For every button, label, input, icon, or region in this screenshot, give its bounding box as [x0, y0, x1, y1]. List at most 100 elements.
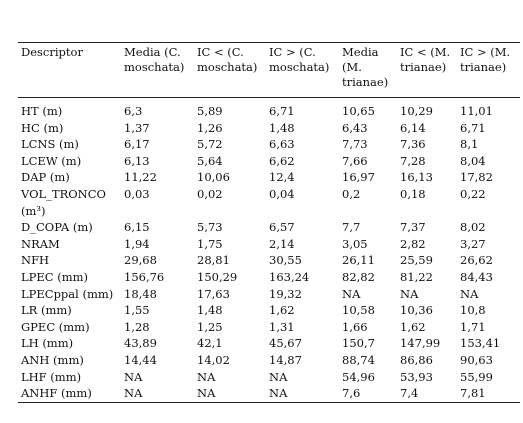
cell: 1,55 — [124, 303, 150, 318]
cell: 10,58 — [342, 303, 375, 318]
cell: NA — [124, 369, 143, 384]
cell: NA — [460, 286, 479, 301]
cell: 19,32 — [269, 286, 302, 301]
cell: 10,65 — [342, 104, 375, 118]
cell: 10,29 — [400, 104, 433, 118]
cell: 8,02 — [460, 220, 486, 235]
cell: 2,14 — [269, 236, 295, 251]
table-header: Descriptor Media (C. moschata) IC < (C. mo… — [18, 42, 520, 98]
row-label: LCNS (m) — [21, 137, 79, 152]
row-label: LCEW (m) — [21, 153, 82, 168]
cell: 1,62 — [269, 303, 295, 318]
cell: 6,15 — [124, 220, 150, 235]
cell: 8,04 — [460, 153, 486, 168]
cell: 45,67 — [269, 336, 302, 351]
cell: 6,62 — [269, 153, 295, 168]
cell: 10,8 — [460, 303, 486, 318]
cell: 1,37 — [124, 120, 150, 135]
cell: 7,7 — [342, 220, 361, 235]
cell: 7,6 — [339, 385, 397, 403]
cell: 90,63 — [460, 352, 493, 367]
cell: 16,97 — [342, 170, 375, 185]
cell: 1,48 — [269, 120, 295, 135]
cell: 7,73 — [342, 137, 368, 152]
row-label: ANHF (mm) — [18, 385, 121, 403]
cell: 8,1 — [460, 137, 479, 152]
cell: 6,71 — [460, 120, 486, 135]
cell: 163,24 — [269, 269, 310, 284]
cell: 7,4 — [397, 385, 457, 403]
cell: 5,64 — [197, 153, 223, 168]
row-label: DAP (m) — [21, 170, 70, 185]
table-row: LR (mm) 1,55 1,48 1,62 10,58 10,36 10,8 — [18, 302, 520, 319]
cell: 17,63 — [197, 286, 230, 301]
row-label: LPEC (mm) — [21, 269, 89, 284]
cell: 147,99 — [400, 336, 441, 351]
cell: 6,13 — [124, 153, 150, 168]
cell: 3,05 — [342, 236, 368, 251]
row-label: ANH (mm) — [21, 352, 84, 367]
cell: 0,2 — [342, 186, 361, 201]
cell: NA — [197, 369, 216, 384]
cell: 7,37 — [400, 220, 426, 235]
table-row: LCNS (m) 6,17 5,72 6,63 7,73 7,36 8,1 — [18, 136, 520, 153]
cell: 1,94 — [124, 236, 150, 251]
cell: 82,82 — [342, 269, 375, 284]
row-label: LPECppal (mm) — [21, 286, 114, 301]
column-header: IC < (M. trianae) — [397, 42, 457, 98]
cell: 7,28 — [400, 153, 426, 168]
cell: 55,99 — [460, 369, 493, 384]
cell: 10,36 — [400, 303, 433, 318]
cell: 1,28 — [124, 319, 150, 334]
cell: NA — [342, 286, 361, 301]
cell: 7,81 — [457, 385, 520, 403]
cell: 5,72 — [197, 137, 223, 152]
cell: 26,11 — [342, 253, 375, 268]
cell: 6,43 — [342, 120, 368, 135]
cell: NA — [400, 286, 419, 301]
cell: 18,48 — [124, 286, 157, 301]
cell: 156,76 — [124, 269, 165, 284]
row-label: LHF (mm) — [21, 369, 82, 384]
cell: 84,43 — [460, 269, 493, 284]
cell: 12,4 — [269, 170, 295, 185]
table-row: ANH (mm) 14,44 14,02 14,87 88,74 86,86 90,63 — [18, 352, 520, 369]
cell: 14,87 — [269, 352, 302, 367]
cell: 14,02 — [197, 352, 230, 367]
cell: 11,01 — [460, 104, 493, 118]
cell: 88,74 — [342, 352, 375, 367]
cell: 1,25 — [197, 319, 223, 334]
row-label: LR (mm) — [21, 303, 72, 318]
cell: 0,02 — [197, 186, 223, 201]
row-label: HC (m) — [21, 120, 64, 135]
cell: 6,71 — [269, 104, 295, 118]
cell: 6,63 — [269, 137, 295, 152]
cell: 42,1 — [197, 336, 223, 351]
cell: 7,36 — [400, 137, 426, 152]
cell: 5,89 — [197, 104, 223, 118]
cell: 17,82 — [460, 170, 493, 185]
cell: 0,22 — [460, 186, 486, 201]
cell: 1,31 — [269, 319, 295, 334]
cell: NA — [121, 385, 194, 403]
cell: 2,82 — [400, 236, 426, 251]
row-label: VOL_TRONCO (m³) — [21, 186, 106, 218]
cell: 7,66 — [342, 153, 368, 168]
cell: NA — [269, 369, 288, 384]
cell: 1,66 — [342, 319, 368, 334]
cell: 10,06 — [197, 170, 230, 185]
table-row: GPEC (mm) 1,28 1,25 1,31 1,66 1,62 1,71 — [18, 319, 520, 336]
cell: 1,71 — [460, 319, 486, 334]
column-header: Media (M. trianae) — [339, 42, 397, 98]
table-row: LH (mm) 43,89 42,1 45,67 150,7 147,99 153,41 — [18, 335, 520, 352]
cell: 53,93 — [400, 369, 433, 384]
table-row: LPEC (mm) 156,76 150,29 163,24 82,82 81,22 84,… — [18, 269, 520, 286]
header-row: Descriptor Media (C. moschata) IC < (C. mo… — [18, 42, 520, 98]
cell: 150,29 — [197, 269, 238, 284]
cell: 16,13 — [400, 170, 433, 185]
table-row: NRAM 1,94 1,75 2,14 3,05 2,82 3,27 — [18, 236, 520, 253]
cell: 1,75 — [197, 236, 223, 251]
cell: 86,86 — [400, 352, 433, 367]
cell: 6,3 — [124, 104, 143, 118]
